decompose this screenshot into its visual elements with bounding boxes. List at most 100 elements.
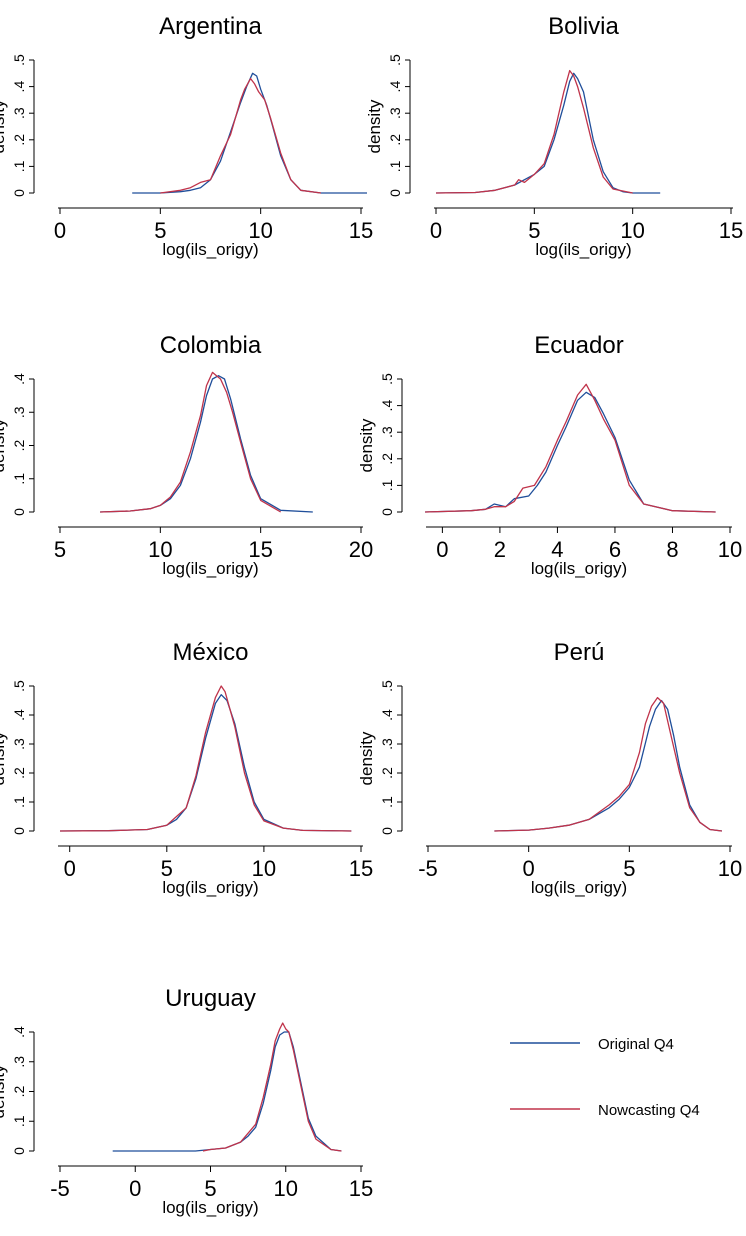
y-tick-label: .1 xyxy=(11,160,27,172)
series-line-nowcasting-q4 xyxy=(160,77,321,194)
panel-title: Uruguay xyxy=(165,985,256,1012)
y-tick-label: .2 xyxy=(11,134,27,146)
y-tick-label: .4 xyxy=(11,373,27,385)
series-line-nowcasting-q4 xyxy=(435,69,633,194)
x-axis-label: log(ils_origy) xyxy=(162,878,258,897)
x-tick-label: 8 xyxy=(666,537,678,562)
y-axis-label: density xyxy=(0,99,8,153)
x-tick-label: 0 xyxy=(64,856,76,881)
x-tick-label: 10 xyxy=(718,856,742,881)
panel-peru: Perú 0 .1 .2 .3 .4 .5 density -5 0 5 10 log(ils_orig… xyxy=(357,639,742,897)
y-tick-label: .4 xyxy=(11,1026,27,1038)
panel-ecuador: Ecuador 0 .1 .2 .3 .4 .5 density 0 2 4 6 8 10 log(ils_… xyxy=(357,332,742,578)
y-tick-label: .5 xyxy=(379,373,395,385)
y-tick-label: 0 xyxy=(387,189,403,197)
y-tick-label: .3 xyxy=(379,426,395,438)
y-tick-label: .5 xyxy=(379,680,395,692)
y-tick-label: 0 xyxy=(11,1147,27,1155)
y-tick-label: .2 xyxy=(11,767,27,779)
x-tick-label: 0 xyxy=(129,1176,141,1201)
series-line-nowcasting-q4 xyxy=(100,371,282,513)
y-tick-label: 0 xyxy=(11,827,27,835)
y-tick-label: 0 xyxy=(11,189,27,197)
x-tick-label: 10 xyxy=(274,1176,298,1201)
x-tick-label: 5 xyxy=(54,537,66,562)
y-axis-label: density xyxy=(357,418,376,472)
series-line-nowcasting-q4 xyxy=(494,696,722,832)
x-tick-label: 10 xyxy=(148,537,172,562)
panel-title: Ecuador xyxy=(534,332,623,359)
x-axis-label: log(ils_origy) xyxy=(162,1198,258,1217)
panel-title: Argentina xyxy=(159,13,262,40)
x-axis-label: log(ils_origy) xyxy=(535,240,631,259)
x-tick-label: 20 xyxy=(349,537,373,562)
panel-title: Bolivia xyxy=(548,13,619,40)
y-tick-label: .2 xyxy=(379,767,395,779)
x-tick-label: 5 xyxy=(623,856,635,881)
y-axis-label: density xyxy=(0,418,8,472)
y-tick-label: .1 xyxy=(11,796,27,808)
panel-argentina: Argentina 0 .1 .2 .3 .4 .5 density 0 5 10 15 log(ils… xyxy=(0,13,373,259)
x-tick-label: -5 xyxy=(50,1176,70,1201)
panel-colombia: Colombia 0 .1 .2 .3 .4 density 5 10 15 20 log(ils_o… xyxy=(0,332,373,578)
x-tick-label: 6 xyxy=(609,537,621,562)
y-tick-label: .5 xyxy=(387,54,403,66)
y-tick-label: .2 xyxy=(11,1085,27,1097)
series-line-nowcasting-q4 xyxy=(202,1022,342,1152)
panel-title: Colombia xyxy=(160,332,262,359)
y-tick-label: 0 xyxy=(379,508,395,516)
panel-title: Perú xyxy=(554,639,605,666)
series-line-original-q4 xyxy=(112,1031,342,1152)
x-tick-label: 5 xyxy=(528,218,540,243)
x-tick-label: 0 xyxy=(430,218,442,243)
y-tick-label: .3 xyxy=(11,406,27,418)
y-tick-label: .5 xyxy=(11,54,27,66)
series-line-original-q4 xyxy=(494,699,722,832)
y-tick-label: .4 xyxy=(387,81,403,93)
series-line-nowcasting-q4 xyxy=(425,383,716,513)
x-tick-label: 15 xyxy=(349,856,373,881)
panel-bolivia: Bolivia 0 .1 .2 .3 .4 .5 density 0 5 10 15 log(ils_o… xyxy=(365,13,743,259)
y-tick-label: .4 xyxy=(379,400,395,412)
y-tick-label: .3 xyxy=(379,738,395,750)
y-tick-label: .4 xyxy=(11,709,27,721)
x-tick-label: 5 xyxy=(154,218,166,243)
x-tick-label: 10 xyxy=(252,856,276,881)
x-axis-label: log(ils_origy) xyxy=(162,559,258,578)
x-tick-label: 15 xyxy=(349,218,373,243)
x-tick-label: 10 xyxy=(718,537,742,562)
series-line-nowcasting-q4 xyxy=(59,685,352,832)
y-axis-label: density xyxy=(365,99,384,153)
y-tick-label: .4 xyxy=(379,709,395,721)
x-tick-label: 15 xyxy=(349,1176,373,1201)
x-axis-label: log(ils_origy) xyxy=(531,878,627,897)
x-axis-label: log(ils_origy) xyxy=(162,240,258,259)
x-tick-label: 10 xyxy=(620,218,644,243)
y-tick-label: .4 xyxy=(11,81,27,93)
y-tick-label: 0 xyxy=(11,508,27,516)
legend-nowcasting-label: Nowcasting Q4 xyxy=(598,1102,700,1119)
panel-mexico: México 0 .1 .2 .3 .4 .5 density 0 5 10 15 log(ils_or… xyxy=(0,639,373,897)
y-tick-label: .2 xyxy=(11,439,27,451)
y-tick-label: .3 xyxy=(11,107,27,119)
series-line-original-q4 xyxy=(435,72,661,194)
legend-original-label: Original Q4 xyxy=(598,1036,674,1053)
y-tick-label: .3 xyxy=(387,107,403,119)
series-line-original-q4 xyxy=(132,72,367,194)
x-tick-label: 5 xyxy=(204,1176,216,1201)
panel-title: México xyxy=(172,639,248,666)
x-tick-label: 4 xyxy=(551,537,563,562)
x-tick-label: 15 xyxy=(719,218,743,243)
x-tick-label: 2 xyxy=(494,537,506,562)
series-line-original-q4 xyxy=(100,375,313,513)
y-tick-label: .2 xyxy=(379,453,395,465)
y-tick-label: .1 xyxy=(379,796,395,808)
y-tick-label: .5 xyxy=(11,680,27,692)
y-tick-label: .1 xyxy=(11,473,27,485)
panel-uruguay: Uruguay 0 .1 .2 .3 .4 density -5 0 5 10 15 log(ils_o… xyxy=(0,985,373,1217)
x-tick-label: -5 xyxy=(418,856,438,881)
x-tick-label: 15 xyxy=(248,537,272,562)
y-tick-label: .1 xyxy=(11,1115,27,1127)
